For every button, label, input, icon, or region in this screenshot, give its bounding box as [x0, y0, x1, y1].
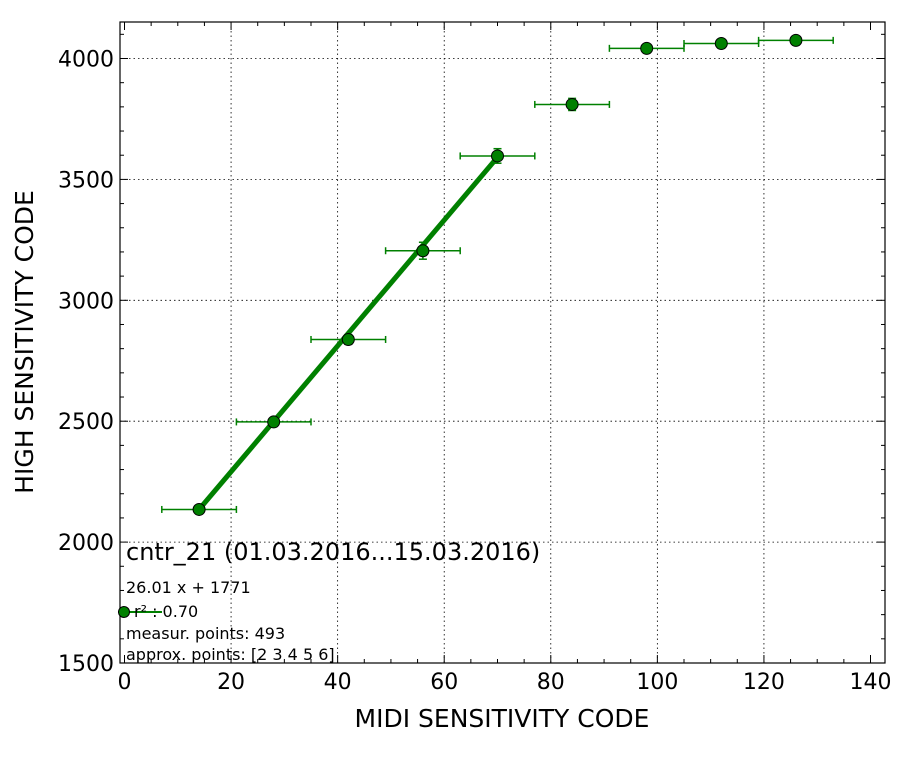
data-point	[714, 37, 728, 51]
y-tick-label: 2500	[58, 410, 114, 435]
x-tick-label: 80	[537, 670, 565, 695]
data-points	[192, 33, 803, 516]
approximated-points: approx. points: [2 3 4 5 6]	[126, 645, 335, 664]
x-tick-label: 40	[324, 670, 352, 695]
chart-title: cntr_21 (01.03.2016...15.03.2016)	[126, 538, 540, 566]
y-tick-label: 3500	[58, 168, 114, 193]
data-point	[789, 33, 803, 47]
measured-points: measur. points: 493	[126, 624, 285, 643]
x-tick-label: 0	[118, 670, 132, 695]
data-point	[565, 97, 579, 111]
data-point	[416, 244, 430, 258]
data-point	[640, 41, 654, 55]
y-tick-label: 4000	[58, 48, 114, 73]
data-point	[491, 149, 504, 163]
x-tick-label: 60	[430, 670, 458, 695]
data-point	[341, 332, 355, 346]
x-tick-label: 20	[217, 670, 245, 695]
y-tick-label: 1500	[58, 652, 114, 677]
legend-marker	[118, 606, 162, 618]
x-tick-label: 100	[636, 670, 678, 695]
y-tick-label: 2000	[58, 531, 114, 556]
x-tick-label: 120	[743, 670, 785, 695]
fit-equation: 26.01 x + 1771	[126, 578, 251, 597]
x-tick-label: 140	[850, 670, 892, 695]
r-squared: r² : 0.70	[134, 602, 198, 621]
data-point	[192, 502, 206, 516]
plot-frame	[119, 21, 886, 664]
y-axis-label: HIGH SENSITIVITY CODE	[10, 190, 39, 494]
y-tick-label: 3000	[58, 289, 114, 314]
ticks	[120, 22, 885, 664]
data-point	[267, 415, 281, 429]
x-axis-label: MIDI SENSITIVITY CODE	[355, 704, 650, 733]
tick-labels: 0 20 40 60 80 100 120 140 1500 2000 2500 3000 3500 40…	[58, 48, 892, 696]
